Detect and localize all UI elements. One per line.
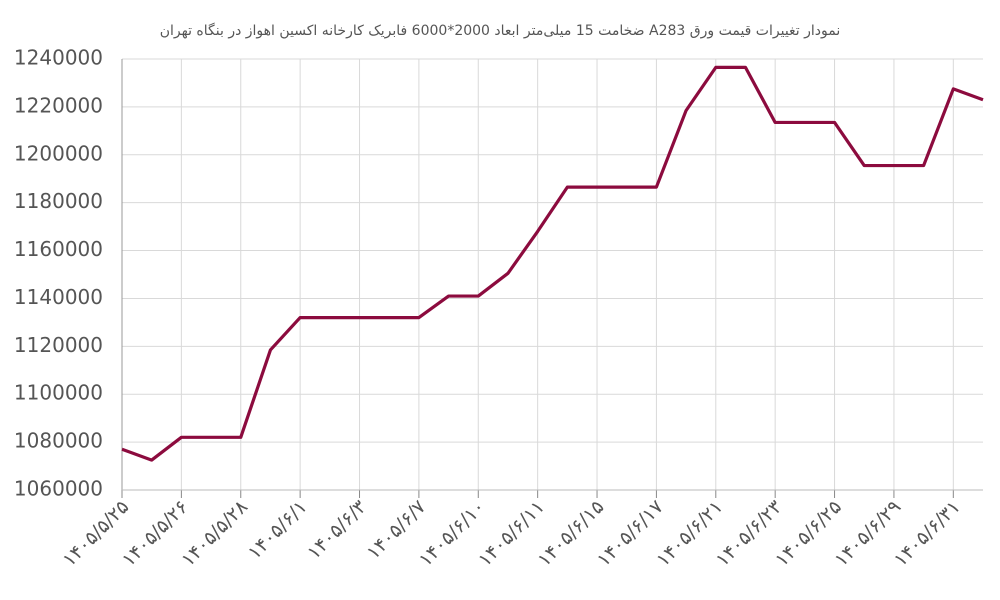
y-tick-label: 1060000 xyxy=(14,477,103,501)
y-tick-label: 1180000 xyxy=(14,189,103,213)
y-tick-label: 1160000 xyxy=(14,237,103,261)
x-tick-label: ۱۴۰۵/۶/۳ xyxy=(303,496,371,564)
y-tick-label: 1080000 xyxy=(14,429,103,453)
y-tick-label: 1120000 xyxy=(14,333,103,357)
y-tick-label: 1100000 xyxy=(14,381,103,405)
x-tick-label: ۱۴۰۵/۶/۱ xyxy=(244,496,312,564)
y-tick-label: 1200000 xyxy=(14,141,103,165)
y-tick-label: 1140000 xyxy=(14,285,103,309)
chart-title: نمودار تغییرات قیمت ورق A283 ضخامت 15 می… xyxy=(160,22,841,39)
line xyxy=(121,65,984,462)
y-tick-label: 1240000 xyxy=(14,46,103,70)
y-tick-label: 1220000 xyxy=(14,93,103,117)
